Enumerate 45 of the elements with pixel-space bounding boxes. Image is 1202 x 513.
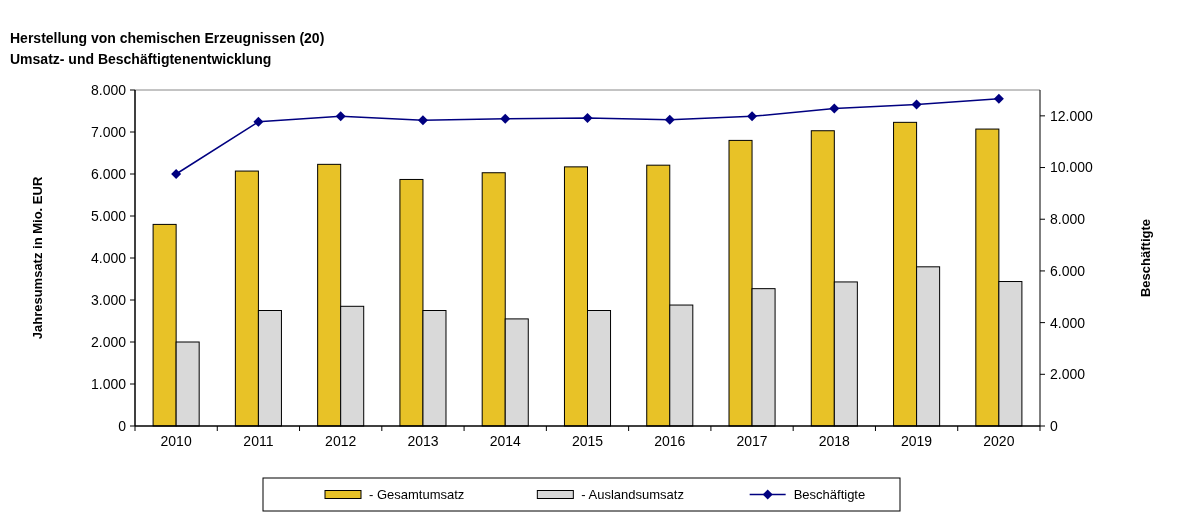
- y2-axis-title: Beschäftigte: [1138, 218, 1153, 298]
- y2-tick-label: 6.000: [1050, 262, 1086, 279]
- x-tick-label: 2019: [901, 433, 933, 449]
- y2-tick-label: 8.000: [1050, 211, 1086, 228]
- y-tick-label: 0: [118, 417, 127, 434]
- y-tick-label: 2.000: [90, 333, 127, 350]
- x-tick-label: 2014: [489, 433, 522, 449]
- point: [911, 99, 922, 110]
- point: [829, 103, 840, 114]
- point: [993, 93, 1004, 104]
- x-tick-label: 2018: [818, 433, 851, 449]
- y-tick-label: 3.000: [90, 291, 127, 308]
- legend-label: - Auslandsumsatz: [581, 487, 684, 503]
- y2-tick-label: 0: [1050, 417, 1058, 434]
- legend-label: - Gesamtumsatz: [369, 487, 465, 503]
- chart-title: Herstellung von chemischen Erzeugnissen (20): [10, 30, 325, 46]
- legend-label: Beschäftigte: [793, 487, 866, 503]
- y-tick-label: 4.000: [90, 249, 127, 266]
- y2-tick-label: 2.000: [1050, 366, 1086, 383]
- x-tick-label: 2011: [243, 433, 274, 449]
- x-tick-label: 2012: [325, 433, 357, 449]
- point: [417, 115, 428, 126]
- y2-tick-label: 4.000: [1050, 314, 1086, 331]
- point: [664, 114, 675, 125]
- point: [747, 111, 758, 122]
- y-tick-label: 8.000: [90, 81, 127, 98]
- y2-tick-label: 12.000: [1050, 107, 1094, 124]
- x-tick-label: 2013: [407, 433, 439, 449]
- y-tick-label: 1.000: [90, 375, 127, 392]
- x-tick-label: 2010: [160, 433, 192, 449]
- point: [253, 116, 264, 127]
- x-tick-label: 2020: [983, 433, 1015, 449]
- point: [582, 112, 593, 123]
- point: [500, 113, 511, 124]
- chart-subtitle: Umsatz- und Beschäftigtenentwicklung: [10, 51, 272, 67]
- x-tick-label: 2017: [736, 433, 768, 449]
- point: [171, 169, 182, 179]
- y2-tick-label: 10.000: [1050, 159, 1094, 176]
- y-tick-label: 7.000: [90, 123, 127, 140]
- x-tick-label: 2015: [571, 433, 604, 449]
- y-tick-label: 5.000: [90, 207, 127, 224]
- y-tick-label: 6.000: [90, 165, 127, 182]
- x-tick-label: 2016: [654, 433, 686, 449]
- point: [335, 111, 346, 122]
- y-axis-title: Jahresumsatz in Mio. EUR: [30, 176, 45, 340]
